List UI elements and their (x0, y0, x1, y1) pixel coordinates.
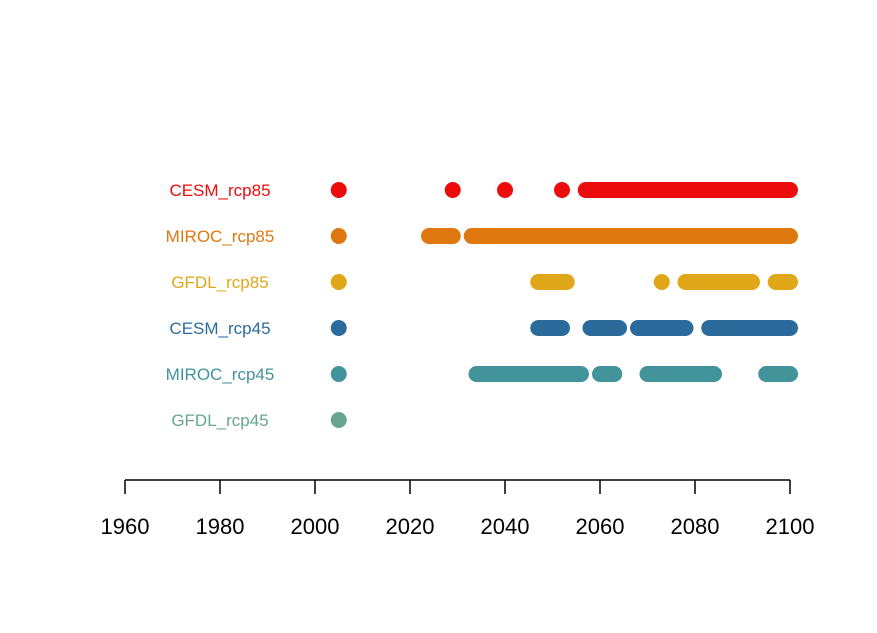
series-MIROC_rcp45: MIROC_rcp45 (166, 365, 798, 384)
series-label: CESM_rcp85 (169, 181, 270, 200)
series-GFDL_rcp45: GFDL_rcp45 (171, 411, 347, 430)
series-label: GFDL_rcp45 (171, 411, 268, 430)
x-tick-label: 1960 (101, 514, 150, 539)
series-label: MIROC_rcp45 (166, 365, 275, 384)
series-point (330, 228, 347, 244)
series-CESM_rcp85: CESM_rcp85 (169, 181, 798, 200)
series-label: GFDL_rcp85 (171, 273, 268, 292)
x-tick-label: 2020 (386, 514, 435, 539)
x-tick-label: 2060 (576, 514, 625, 539)
series-layer: CESM_rcp85 MIROC_rcp85 GFDL_rcp85 CESM_rcp4… (166, 181, 798, 430)
x-tick-label: 1980 (196, 514, 245, 539)
x-tick-label: 2100 (766, 514, 815, 539)
series-point (330, 366, 347, 382)
series-label: MIROC_rcp85 (166, 227, 275, 246)
series-point (330, 320, 347, 336)
series-label: CESM_rcp45 (169, 319, 270, 338)
series-point (554, 182, 570, 198)
x-tick-label: 2000 (291, 514, 340, 539)
series-CESM_rcp45: CESM_rcp45 (169, 319, 798, 338)
series-point (330, 182, 347, 198)
series-point (497, 182, 513, 198)
series-point (330, 274, 347, 290)
x-axis: 1960 1980 2000 2020 2040 2060 2080 2100 (101, 479, 815, 539)
series-MIROC_rcp85: MIROC_rcp85 (166, 227, 798, 246)
x-tick-label: 2080 (671, 514, 720, 539)
series-point (444, 182, 461, 198)
series-point (653, 274, 670, 290)
x-tick-label: 2040 (481, 514, 530, 539)
series-point (330, 412, 347, 428)
series-GFDL_rcp85: GFDL_rcp85 (171, 273, 798, 292)
